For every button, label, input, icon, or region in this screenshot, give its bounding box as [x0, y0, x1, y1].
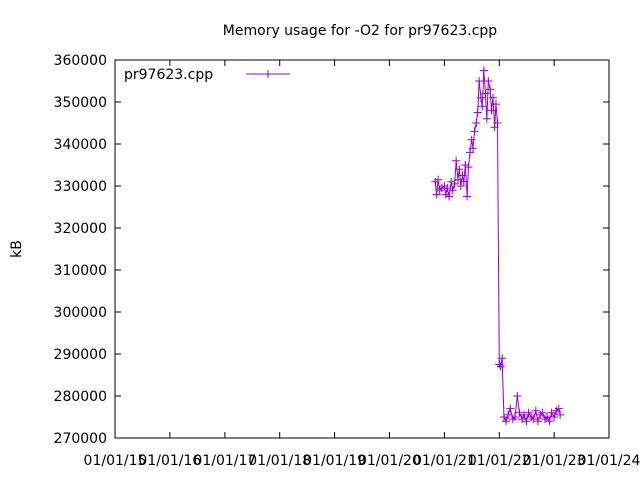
legend: pr97623.cpp [124, 67, 290, 83]
y-tick-label: 300000 [54, 305, 107, 321]
data-point-marker [459, 177, 468, 186]
data-point-marker [484, 77, 493, 85]
data-point-marker [495, 360, 504, 369]
data-point-marker [487, 106, 496, 115]
data-point-marker [504, 410, 513, 419]
data-point-marker [432, 190, 441, 199]
x-tick-label: 01/01/20 [358, 453, 421, 469]
data-point-marker [556, 410, 565, 419]
data-point-marker [490, 123, 499, 132]
data-point-marker [456, 182, 465, 190]
data-point-marker [513, 392, 522, 400]
data-point-marker [550, 413, 559, 421]
data-point-marker [529, 415, 538, 424]
data-series [431, 66, 565, 426]
data-point-marker [479, 66, 488, 75]
data-point-marker [547, 408, 556, 417]
x-tick-label: 01/01/23 [523, 453, 586, 469]
y-tick-label: 340000 [54, 137, 107, 153]
x-tick-label: 01/01/21 [413, 453, 476, 469]
y-tick-label: 350000 [54, 95, 107, 111]
legend-label: pr97623.cpp [124, 67, 213, 83]
data-point-marker [468, 144, 477, 153]
data-point-marker [434, 175, 443, 184]
data-point-marker [448, 186, 457, 195]
data-point-marker [445, 192, 454, 201]
y-tick-label: 320000 [54, 221, 107, 237]
data-point-marker [475, 77, 484, 85]
data-point-marker [540, 415, 549, 424]
x-tick-label: 01/01/17 [193, 453, 256, 469]
x-tick-label: 01/01/18 [248, 453, 311, 469]
x-tick-label: 01/01/19 [303, 453, 366, 469]
data-point-marker [486, 85, 495, 94]
data-point-marker [493, 119, 502, 127]
data-point-marker [482, 114, 491, 123]
data-point-marker [499, 413, 508, 421]
y-tick-label: 330000 [54, 179, 107, 195]
y-tick-label: 290000 [54, 347, 107, 363]
axis-ticks: 270000 280000 290000 300000 310000 320000 3300… [54, 53, 640, 469]
data-point-marker [527, 413, 536, 421]
x-tick-label: 01/01/15 [84, 453, 147, 469]
data-point-marker [496, 362, 505, 371]
data-point-marker [476, 93, 485, 102]
data-point-marker [463, 192, 472, 201]
data-point-marker [450, 179, 459, 188]
data-point-marker [498, 354, 507, 363]
x-tick-label: 01/01/22 [468, 453, 531, 469]
data-point-marker [502, 417, 511, 426]
data-point-marker [488, 93, 497, 102]
data-point-marker [447, 177, 456, 186]
plot-frame [114, 59, 610, 439]
data-point-marker [453, 175, 462, 184]
legend-marker [264, 70, 272, 78]
data-point-marker [536, 410, 545, 419]
y-axis-label: kB [9, 240, 25, 258]
data-point-marker [524, 408, 533, 417]
data-point-marker [441, 190, 450, 199]
y-tick-label: 310000 [54, 263, 107, 279]
data-point-marker [533, 417, 542, 426]
data-point-marker [538, 408, 547, 417]
data-point-marker [458, 171, 467, 180]
y-tick-label: 360000 [54, 53, 107, 69]
data-point-marker [464, 163, 473, 172]
data-point-marker [520, 410, 529, 419]
data-point-marker [470, 127, 479, 136]
data-point-marker [455, 165, 464, 174]
data-point-marker [481, 89, 490, 98]
data-point-marker [545, 417, 554, 426]
chart-title: Memory usage for -O2 for pr97623.cpp [223, 23, 498, 39]
data-point-marker [478, 102, 487, 111]
data-point-marker [465, 148, 474, 157]
data-point-marker [506, 404, 515, 413]
data-point-marker [515, 408, 524, 417]
data-point-marker [554, 404, 563, 413]
y-tick-label: 270000 [54, 431, 107, 447]
y-tick-label: 280000 [54, 389, 107, 405]
data-point-marker [510, 413, 519, 421]
data-point-marker [491, 100, 500, 109]
data-point-marker [472, 119, 481, 127]
data-point-marker [508, 415, 517, 424]
data-point-marker [467, 135, 476, 144]
data-point-marker [473, 108, 482, 117]
data-point-marker [452, 156, 461, 165]
data-point-marker [522, 417, 531, 426]
data-point-marker [531, 406, 540, 415]
data-point-marker [543, 413, 552, 421]
data-point-marker [435, 186, 444, 195]
x-tick-label: 01/01/24 [578, 453, 640, 469]
data-point-marker [517, 415, 526, 424]
data-point-marker [443, 184, 452, 193]
x-tick-label: 01/01/16 [138, 453, 201, 469]
